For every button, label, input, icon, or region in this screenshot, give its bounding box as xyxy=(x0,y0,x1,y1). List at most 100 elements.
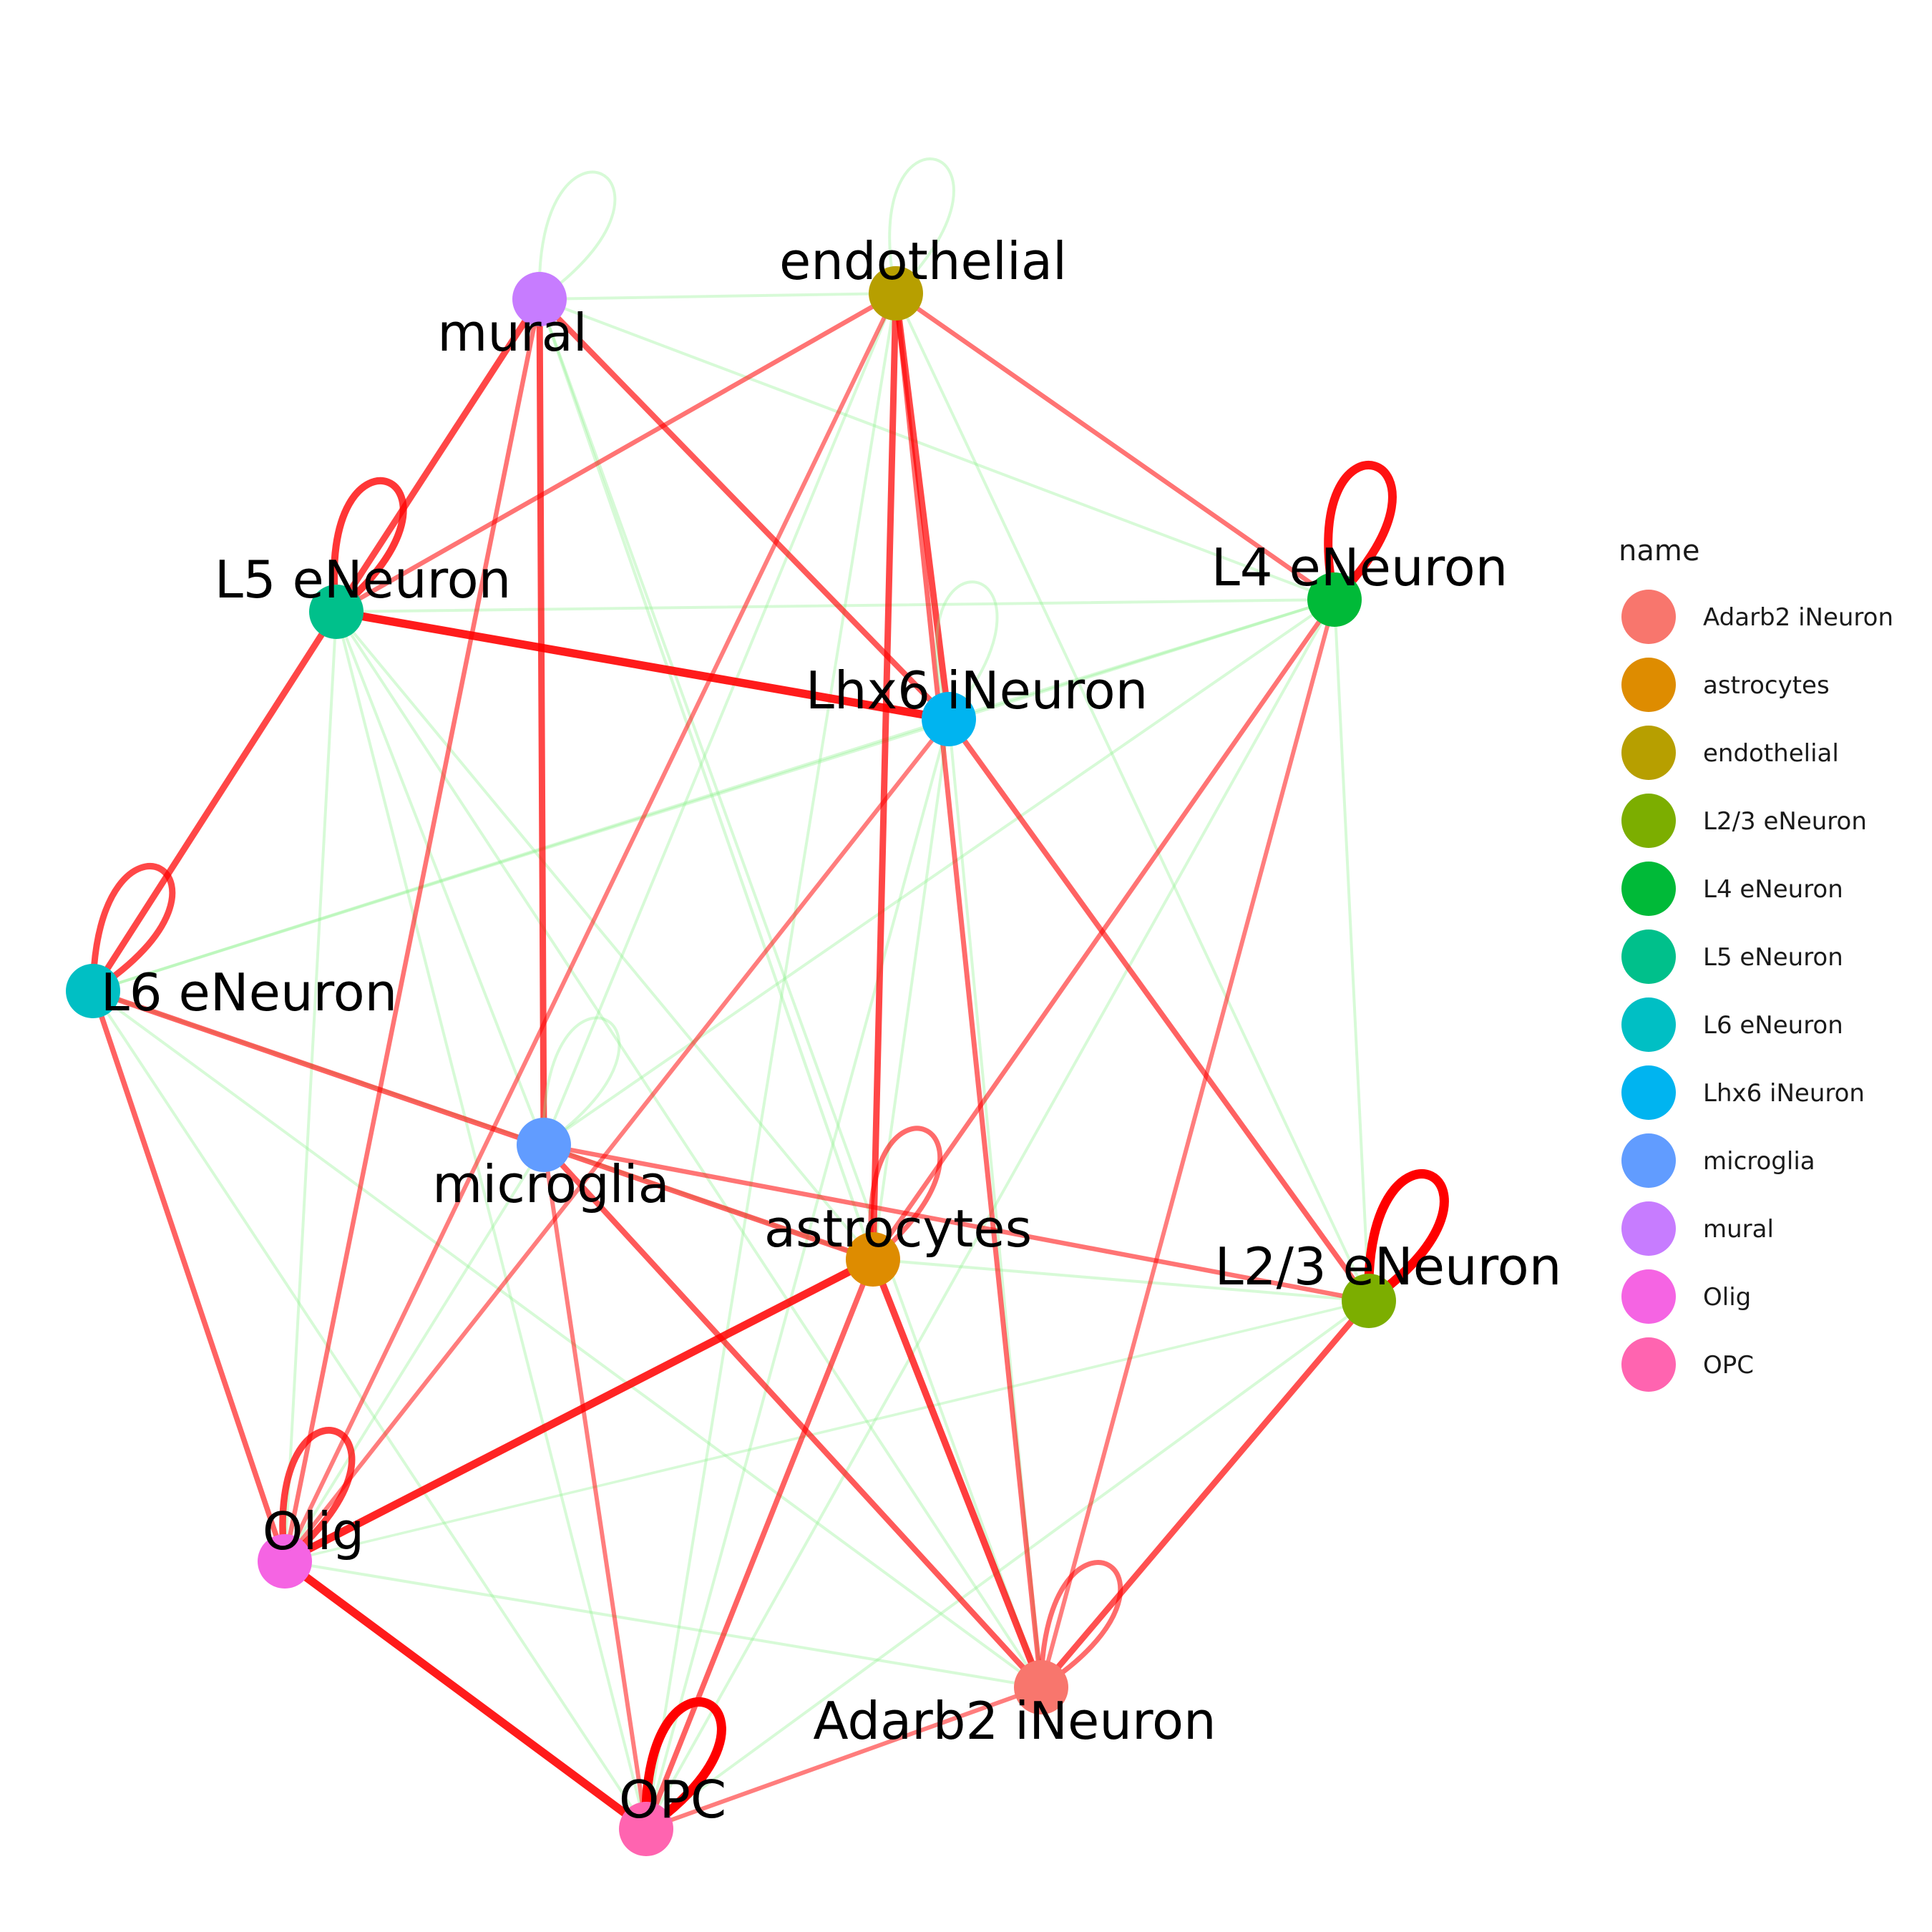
edge-micro-Olig xyxy=(283,1143,545,1563)
edge-Olig-OPC xyxy=(280,1557,650,1833)
node-label-endo: endothelial xyxy=(779,231,1067,291)
legend-key-6 xyxy=(1621,997,1676,1052)
edge-L4-Adarb2 xyxy=(1039,597,1337,1689)
node-label-L6: L6 eNeuron xyxy=(101,962,398,1023)
legend-label-1: astrocytes xyxy=(1703,671,1830,700)
legend-label-7: Lhx6 iNeuron xyxy=(1703,1079,1865,1108)
edge-endo-Olig xyxy=(283,291,898,1563)
node-astro xyxy=(846,1232,900,1287)
edge-mural-L5 xyxy=(333,296,543,615)
node-L4 xyxy=(1307,572,1362,627)
self-loop-L23 xyxy=(1364,1169,1449,1305)
edge-Olig-L23 xyxy=(283,1299,1370,1563)
node-micro xyxy=(517,1118,571,1172)
self-loop-L4 xyxy=(1324,461,1397,603)
self-loop-Olig xyxy=(279,1427,356,1564)
legend-key-5 xyxy=(1621,930,1676,984)
node-Lhx6 xyxy=(922,692,976,746)
edge-endo-OPC xyxy=(645,292,897,1830)
self-loop-L6 xyxy=(89,863,176,994)
edge-Lhx6-OPC xyxy=(645,718,950,1830)
edge-endo-L4 xyxy=(893,291,1337,602)
legend: name Adarb2 iNeuron astrocytes endothelial… xyxy=(1619,535,1893,1392)
node-endo xyxy=(869,266,923,321)
legend-key-10 xyxy=(1621,1269,1676,1324)
edge-mural-Adarb2 xyxy=(538,298,1043,1689)
edge-astro-OPC xyxy=(643,1257,876,1832)
edge-L6-Olig xyxy=(90,988,288,1564)
node-label-layer: Adarb2 iNeuron astrocytes endothelial L2/3 … xyxy=(101,231,1562,1830)
edge-OPC-L23 xyxy=(645,1299,1370,1830)
node-OPC xyxy=(619,1802,673,1856)
edge-L4-Lhx6 xyxy=(947,598,1336,721)
edge-Lhx6-Olig xyxy=(283,717,951,1563)
legend-label-4: L4 eNeuron xyxy=(1703,875,1843,904)
node-label-L5: L5 eNeuron xyxy=(215,550,512,610)
edge-micro-L23 xyxy=(541,1142,1372,1304)
edge-astro-Adarb2 xyxy=(869,1256,1045,1691)
legend-key-7 xyxy=(1621,1065,1676,1120)
edge-L5-astro xyxy=(335,610,874,1261)
legend-key-9 xyxy=(1621,1201,1676,1256)
node-label-L4: L4 eNeuron xyxy=(1211,537,1508,597)
edge-Adarb2-OPC xyxy=(644,1685,1043,1831)
edge-mural-endo xyxy=(538,292,897,301)
node-label-Lhx6: Lhx6 iNeuron xyxy=(806,660,1148,721)
legend-label-11: OPC xyxy=(1703,1351,1754,1380)
node-label-mural: mural xyxy=(437,303,587,363)
edge-L5-micro xyxy=(335,610,545,1146)
self-loop-endo xyxy=(888,157,955,295)
node-label-Olig: Olig xyxy=(263,1501,364,1561)
legend-key-1 xyxy=(1621,658,1676,712)
edge-mural-Lhx6 xyxy=(537,296,952,722)
edge-endo-Adarb2 xyxy=(893,291,1044,1690)
edge-mural-micro xyxy=(536,296,547,1148)
node-L5 xyxy=(309,585,364,639)
node-label-astro: astrocytes xyxy=(764,1199,1032,1259)
edge-L6-Adarb2 xyxy=(92,990,1043,1689)
legend-key-8 xyxy=(1621,1133,1676,1188)
edge-endo-L5 xyxy=(333,291,899,615)
edge-endo-astro xyxy=(869,290,899,1263)
edge-Lhx6-L6 xyxy=(92,718,950,992)
self-loop-Adarb2 xyxy=(1038,1560,1123,1689)
edge-L6-astro xyxy=(90,988,876,1262)
node-Adarb2 xyxy=(1014,1660,1068,1714)
edge-mural-astro xyxy=(537,297,875,1262)
edge-micro-Adarb2 xyxy=(541,1142,1044,1690)
self-loop-Lhx6 xyxy=(935,580,999,721)
legend-label-2: endothelial xyxy=(1703,739,1839,768)
edge-L6-OPC xyxy=(92,990,648,1830)
legend-label-6: L6 eNeuron xyxy=(1703,1011,1843,1040)
node-label-OPC: OPC xyxy=(619,1770,726,1830)
edge-L5-Olig xyxy=(283,610,338,1563)
edge-endo-L23 xyxy=(894,292,1370,1302)
edge-layer xyxy=(89,290,1372,1833)
edge-L5-Adarb2 xyxy=(335,610,1043,1689)
edge-mural-Olig xyxy=(282,296,542,1564)
node-mural xyxy=(512,272,567,326)
edge-L5-L6 xyxy=(89,608,340,995)
legend-key-2 xyxy=(1621,726,1676,780)
edge-astro-L23 xyxy=(872,1258,1370,1302)
edge-L5-Lhx6 xyxy=(332,608,953,723)
edge-L4-L23 xyxy=(1333,598,1370,1302)
edge-mural-L4 xyxy=(538,298,1336,601)
legend-key-4 xyxy=(1621,862,1676,916)
edge-Lhx6-L23 xyxy=(946,716,1372,1304)
legend-title: name xyxy=(1619,535,1699,567)
legend-label-5: L5 eNeuron xyxy=(1703,943,1843,972)
legend-key-11 xyxy=(1621,1337,1676,1392)
legend-label-9: mural xyxy=(1703,1215,1774,1244)
edge-endo-Lhx6 xyxy=(892,290,952,723)
self-loop-OPC xyxy=(641,1697,726,1833)
self-loop-layer xyxy=(89,157,1449,1833)
edge-Olig-astro xyxy=(280,1255,877,1566)
node-Olig xyxy=(258,1534,312,1589)
node-layer xyxy=(66,266,1396,1856)
legend-label-3: L2/3 eNeuron xyxy=(1703,807,1867,836)
legend-label-10: Olig xyxy=(1703,1283,1751,1312)
node-label-Adarb2: Adarb2 iNeuron xyxy=(813,1691,1216,1751)
self-loop-L5 xyxy=(330,477,407,615)
